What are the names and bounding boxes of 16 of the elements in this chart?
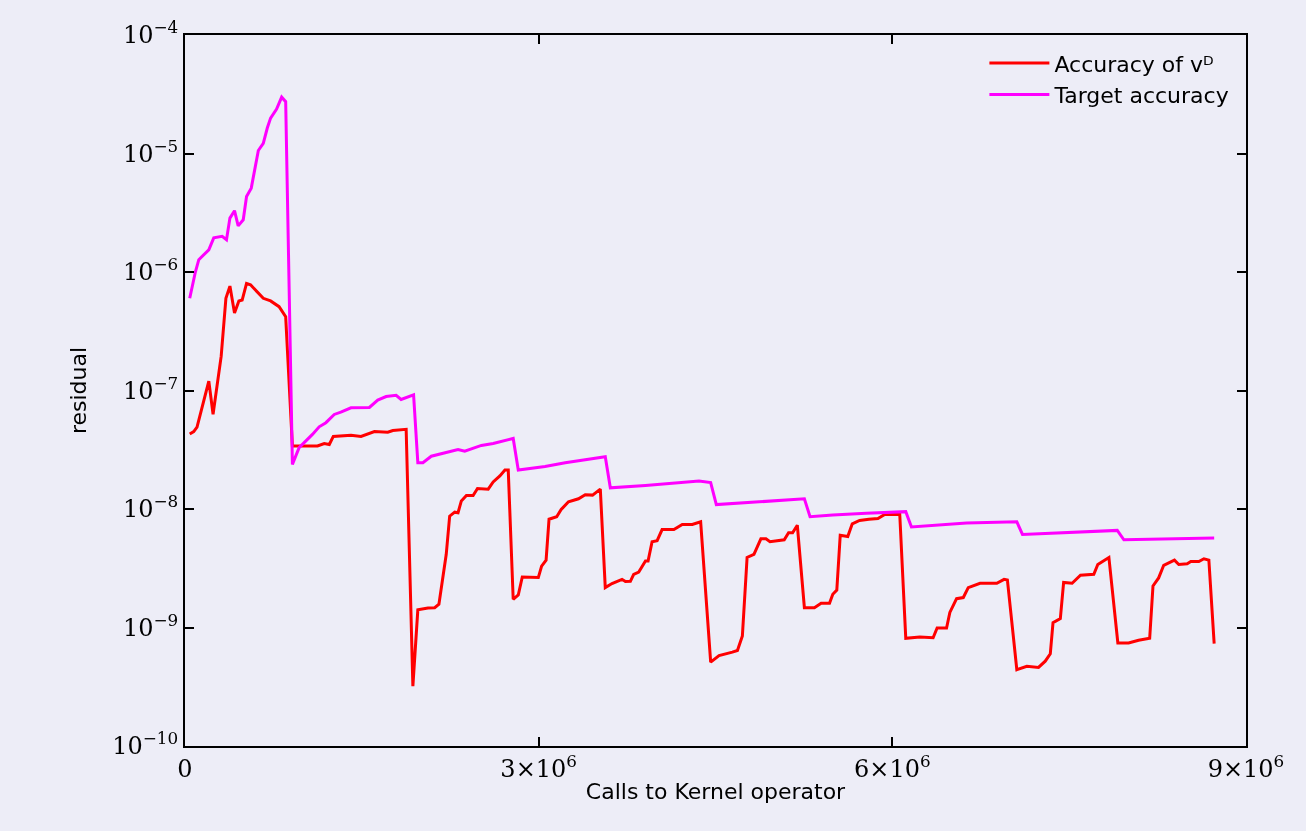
x-tick-label: 0 [177,754,193,783]
x-axis-title: Calls to Kernel operator [585,779,847,805]
y-tick-label: 10$^{−6}$ [122,254,179,287]
x-tick-label: 6×10$^{6}$ [854,750,931,783]
legend-label: Target accuracy [1053,83,1229,109]
y-axis-title: residual [65,346,91,435]
y-tick-label: 10$^{−5}$ [122,135,179,168]
legend-label: Accuracy of vᴰ [1054,51,1214,77]
y-tick-label: 10$^{−8}$ [122,491,179,524]
x-tick-label: 3×10$^{6}$ [500,750,577,783]
y-tick-label: 10$^{−4}$ [122,17,179,50]
x-tick-label: 9×10$^{6}$ [1207,750,1285,783]
y-tick-label: 10$^{−7}$ [122,372,179,405]
line-series [188,281,1216,688]
y-tick-label: 10$^{−10}$ [112,728,179,761]
y-tick-label: 10$^{−9}$ [122,609,179,642]
